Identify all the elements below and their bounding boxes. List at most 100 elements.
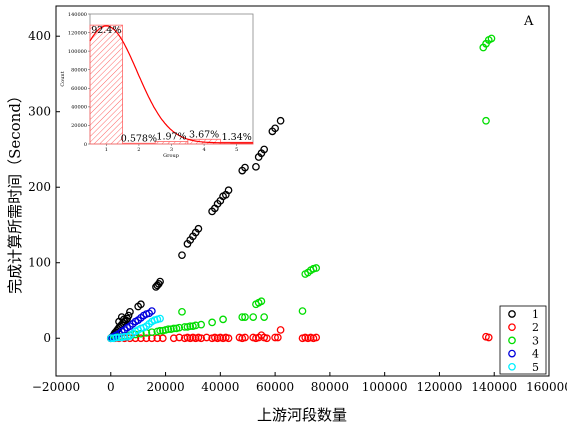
series-2-point: [169, 334, 178, 343]
series-2-point: [137, 334, 145, 343]
inset-bar-label: 1.97%: [156, 131, 186, 142]
series-3-point: [312, 264, 321, 272]
y-tick-label: 400: [28, 29, 51, 43]
series-1-point: [271, 124, 279, 133]
series-3-point: [208, 318, 216, 327]
inset-bar-label: 1.34%: [222, 132, 252, 143]
series-2-point: [276, 326, 285, 334]
series-2-point: [263, 334, 271, 343]
series-1-point: [224, 186, 233, 195]
series-2-point: [273, 333, 282, 342]
inset-bar-label: 3.67%: [189, 129, 219, 140]
series-2-point: [241, 333, 249, 342]
series-3-point: [175, 323, 184, 332]
series-1-point: [276, 116, 285, 125]
series-1-point: [126, 307, 134, 316]
series-3-point: [191, 321, 200, 330]
x-tick-label: 0: [107, 380, 115, 394]
series-1-point: [117, 313, 126, 321]
inset-x-tick-label: 3: [170, 147, 173, 153]
legend-label-2: 2: [532, 321, 539, 334]
series-3-point: [156, 326, 164, 335]
inset-bar-label: 92.4%: [91, 25, 121, 36]
series-2-point: [158, 334, 167, 343]
scatter-points: [106, 34, 496, 343]
series-3-point: [487, 34, 496, 43]
series-1-point: [156, 277, 164, 286]
x-axis-title: 上游河段数量: [257, 406, 347, 424]
series-3-point: [482, 116, 490, 125]
x-tick-label: 140000: [471, 380, 517, 394]
inset-x-tick-label: 5: [235, 147, 238, 153]
series-1-point: [178, 251, 186, 260]
inset-fit-curve: [89, 25, 253, 144]
series-2-point: [175, 333, 184, 342]
y-axis-title: 完成计算所需时间（Second）: [6, 88, 24, 294]
series-5-point: [120, 332, 129, 341]
legend-label-1: 1: [532, 308, 539, 321]
inset-bar-labels: 92.4% 0.578% 1.97% 3.67% 1.34%: [91, 25, 252, 144]
series-3-point: [241, 313, 249, 321]
legend-marker-5: [508, 362, 516, 371]
series-2-point: [271, 333, 279, 342]
inset-y-tick-label: 120000: [68, 30, 87, 36]
series-3-point: [197, 320, 206, 329]
x-axis-ticks: −20000 0 20000 40000 60000 80000 100000 120000 1…: [32, 372, 567, 394]
legend-box: [499, 305, 547, 375]
x-tick-label: 120000: [417, 380, 463, 394]
x-tick-label: 20000: [146, 380, 184, 394]
series-3-point: [260, 313, 269, 321]
series-3-point: [257, 297, 266, 306]
series-1-point: [252, 162, 260, 171]
series-2-point: [484, 333, 493, 342]
inset-y-tick-label: 0: [84, 142, 87, 148]
series-3-point: [238, 313, 247, 321]
y-tick-label: 200: [28, 180, 51, 194]
x-tick-label: 80000: [311, 380, 349, 394]
series-3-point: [178, 307, 186, 316]
series-5-point: [106, 334, 115, 343]
inset-y-tick-label: 20000: [71, 123, 87, 129]
series-5-point: [112, 333, 121, 342]
series-3-point: [164, 325, 173, 334]
series-3-point: [249, 313, 258, 321]
inset-bar: [89, 24, 123, 145]
series-5-point: [156, 314, 164, 323]
series-3-point: [186, 322, 195, 331]
legend-marker-2: [508, 323, 516, 332]
y-tick-label: 100: [28, 256, 51, 270]
y-tick-label: 300: [28, 105, 51, 119]
inset-x-tick-label: 2: [137, 147, 140, 153]
series-5-point: [115, 333, 123, 342]
series-3-point: [169, 324, 178, 333]
series-2-point: [197, 334, 206, 343]
series-3-point: [180, 323, 189, 331]
y-tick-label: 0: [43, 331, 51, 345]
x-tick-label: −20000: [32, 380, 80, 394]
inset-y-tick-label: 60000: [71, 86, 87, 92]
legend-marker-4: [508, 349, 516, 358]
series-1-point: [260, 145, 269, 154]
inset-ticks: 1 2 3 4 5 0 20000 40000 60000 80000 100000 120000 14…: [68, 12, 238, 153]
inset-x-tick-label: 1: [105, 147, 108, 153]
series-3-point: [298, 307, 307, 315]
inset-y-axis-title: Count: [60, 71, 66, 86]
inset-bar-label: 0.578%: [121, 133, 157, 144]
inset-y-tick-label: 80000: [71, 68, 87, 74]
legend-label-4: 4: [532, 348, 539, 361]
inset-y-tick-label: 100000: [68, 49, 87, 55]
series-2-point: [224, 334, 233, 343]
series-3-point: [148, 328, 156, 337]
legend-marker-1: [508, 310, 516, 318]
legend-label-3: 3: [532, 334, 539, 347]
inset-y-tick-label: 140000: [68, 12, 87, 18]
inset-y-tick-label: 40000: [71, 105, 87, 111]
series-2-point: [312, 333, 321, 342]
series-1-point: [194, 224, 203, 233]
series-1-point: [124, 311, 133, 320]
inset-histogram: 1 2 3 4 5 0 20000 40000 60000 80000 100000 120000 14…: [60, 12, 254, 159]
series-1-point: [241, 163, 249, 172]
